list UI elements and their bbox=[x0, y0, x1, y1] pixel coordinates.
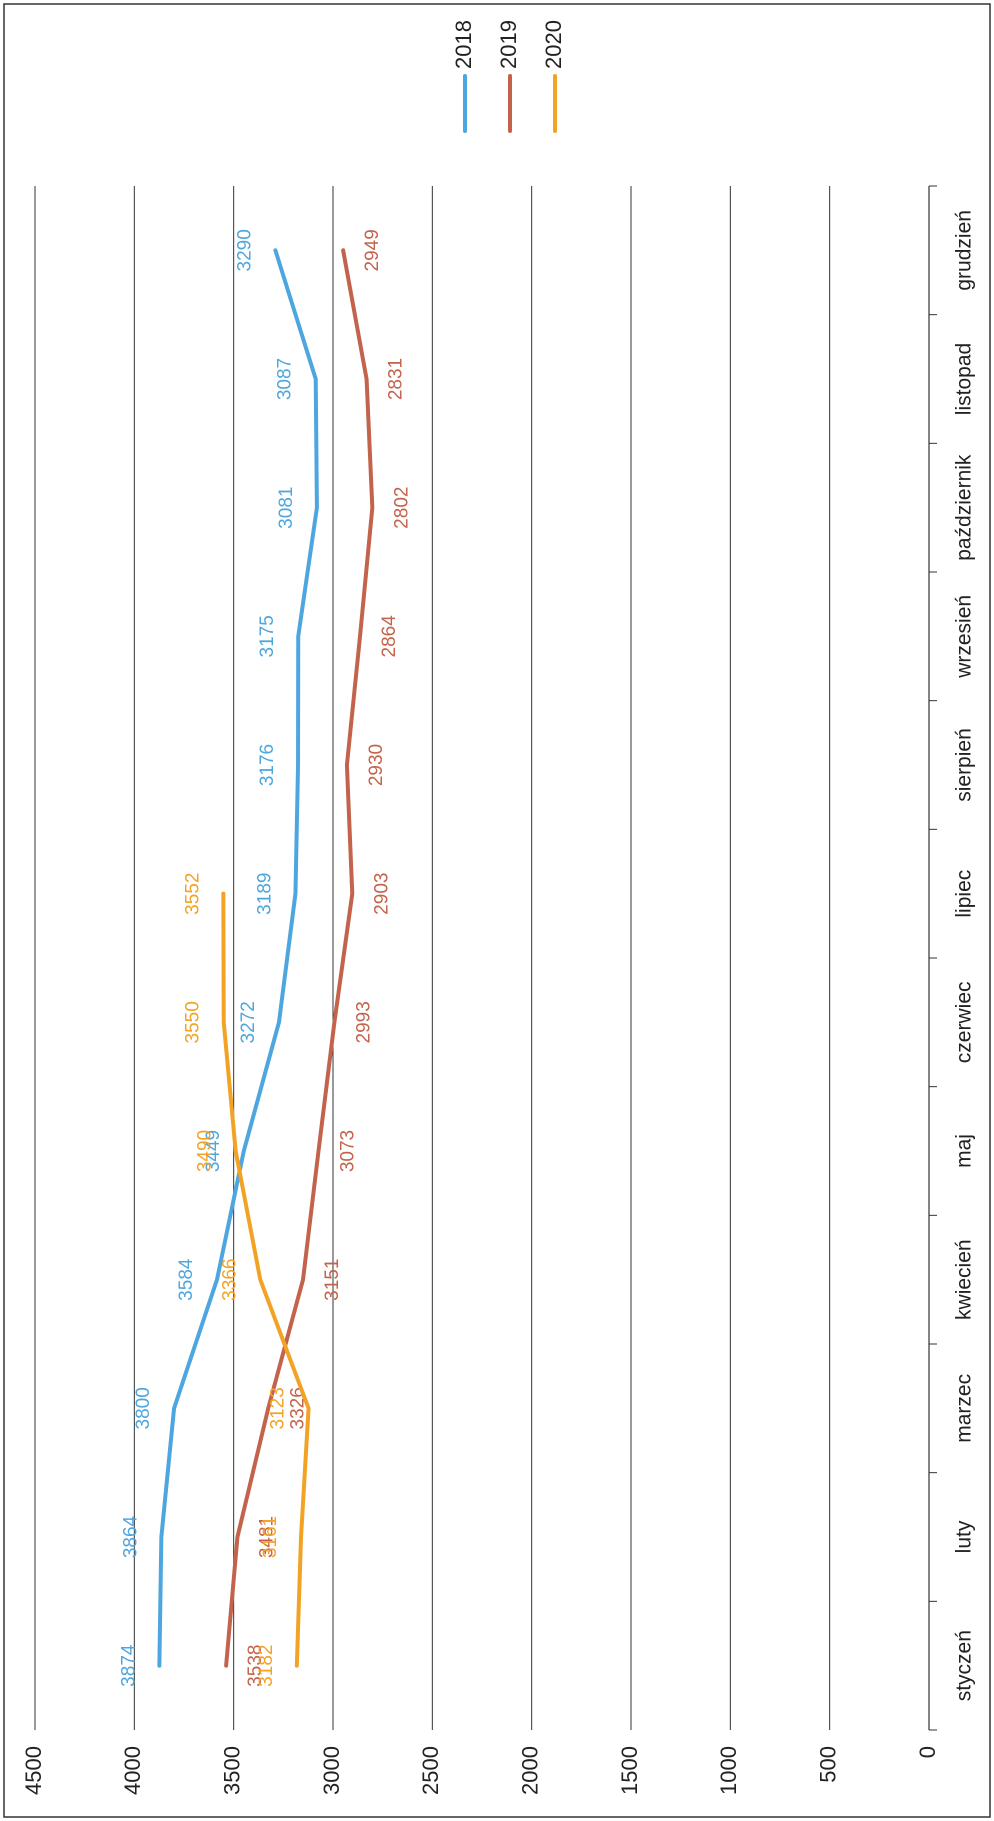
x-tick-label: listopad bbox=[953, 343, 976, 415]
x-tick-label: marzec bbox=[953, 1374, 976, 1443]
chart: 0 500 1000 1500 2000 2500 3000 3500 4000 4500 styc… bbox=[21, 20, 976, 1795]
x-tick-label: maj bbox=[953, 1134, 976, 1168]
data-label: 3366 bbox=[219, 1259, 240, 1301]
x-tick-label: lipiec bbox=[953, 870, 976, 918]
data-label: 3161 bbox=[260, 1516, 281, 1558]
x-tick-label: październik bbox=[953, 454, 976, 561]
y-tick-label: 3000 bbox=[319, 1746, 344, 1795]
y-tick-label: 2500 bbox=[418, 1746, 443, 1795]
x-tick-label: wrzesień bbox=[953, 595, 976, 679]
data-label: 3800 bbox=[133, 1387, 154, 1429]
y-tick-label: 4500 bbox=[21, 1746, 46, 1795]
line-series bbox=[221, 891, 311, 1668]
data-label: 3290 bbox=[234, 229, 255, 271]
data-label: 3176 bbox=[257, 744, 278, 786]
data-label: 2993 bbox=[353, 1001, 374, 1043]
data-label: 2949 bbox=[362, 229, 383, 271]
data-label: 3189 bbox=[254, 873, 275, 915]
data-label: 3087 bbox=[275, 358, 296, 400]
y-tick-label: 1500 bbox=[617, 1746, 642, 1795]
data-label: 2903 bbox=[371, 873, 392, 915]
data-label: 3151 bbox=[322, 1259, 343, 1301]
data-label: 3272 bbox=[238, 1001, 259, 1043]
data-label: 3182 bbox=[256, 1645, 277, 1687]
data-label: 3449 bbox=[203, 1130, 224, 1172]
legend-label: 2019 bbox=[496, 20, 521, 69]
data-label: 3490 bbox=[195, 1130, 216, 1172]
y-tick-label: 500 bbox=[815, 1746, 840, 1783]
y-tick-label: 4000 bbox=[120, 1746, 145, 1795]
x-tick-label: czerwiec bbox=[953, 981, 976, 1063]
data-label: 2864 bbox=[379, 615, 400, 658]
line-series bbox=[157, 248, 319, 1668]
x-tick-label: kwiecień bbox=[953, 1239, 976, 1320]
data-label: 3081 bbox=[276, 487, 297, 529]
data-label: 3073 bbox=[338, 1130, 359, 1172]
y-tick-label: 0 bbox=[915, 1746, 940, 1758]
y-tick-label: 3500 bbox=[219, 1746, 244, 1795]
x-tick-label: grudzień bbox=[953, 210, 976, 291]
data-label: 3550 bbox=[183, 1001, 204, 1043]
y-tick-label: 1000 bbox=[716, 1746, 741, 1795]
data-label: 3175 bbox=[257, 615, 278, 657]
data-label: 3481 bbox=[256, 1516, 277, 1558]
data-label: 3874 bbox=[118, 1644, 139, 1687]
data-label: 2831 bbox=[386, 358, 407, 400]
data-label: 3552 bbox=[182, 873, 203, 915]
data-label: 3864 bbox=[120, 1515, 141, 1558]
data-label: 3584 bbox=[176, 1258, 197, 1301]
x-tick-label: luty bbox=[953, 1520, 976, 1553]
line-series bbox=[224, 248, 375, 1668]
data-label: 2802 bbox=[391, 487, 412, 529]
data-label: 3123 bbox=[268, 1387, 289, 1429]
legend-label: 2020 bbox=[541, 20, 566, 69]
x-tick-label: sierpień bbox=[953, 728, 976, 802]
data-label: 2930 bbox=[366, 744, 387, 786]
data-label: 3538 bbox=[245, 1645, 266, 1687]
y-tick-label: 2000 bbox=[517, 1746, 542, 1795]
frame bbox=[3, 3, 991, 1818]
x-tick-label: styczeń bbox=[953, 1630, 976, 1701]
legend-label: 2018 bbox=[451, 20, 476, 69]
